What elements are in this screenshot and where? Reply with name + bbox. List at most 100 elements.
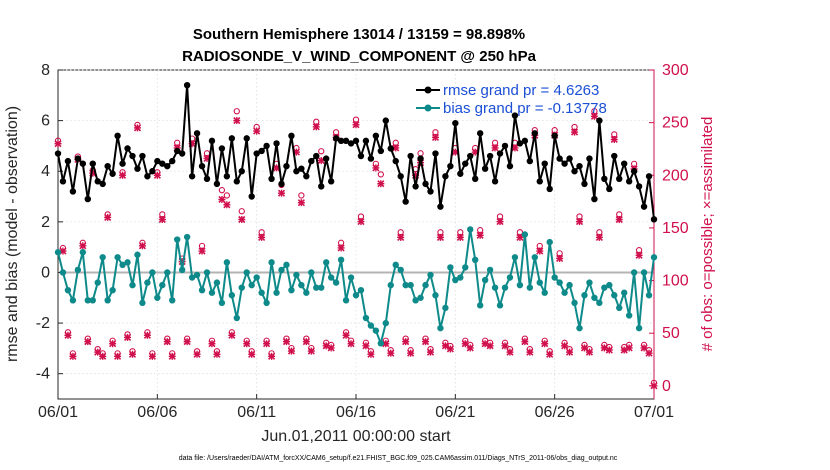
assimilated-obs-point: [143, 331, 151, 339]
rmse-point: [596, 117, 603, 124]
rmse-point: [481, 165, 489, 172]
rmse-point: [511, 112, 519, 119]
y-tick-label: 6: [41, 113, 50, 130]
rmse-point: [382, 117, 389, 124]
rmse-point: [223, 173, 231, 180]
rmse-point: [486, 152, 494, 160]
assimilated-obs-point: [615, 215, 623, 224]
bias-point: [144, 279, 151, 286]
assimilated-obs-point: [491, 144, 499, 152]
bias-point: [452, 276, 459, 284]
bias-point: [645, 292, 653, 299]
rmse-point: [144, 173, 151, 180]
rmse-point: [313, 152, 320, 160]
rmse-point: [104, 162, 111, 170]
rmse-point: [457, 170, 464, 177]
y-tick-label: -4: [36, 366, 50, 383]
rmse-point: [586, 155, 593, 162]
bias-point: [208, 289, 216, 296]
bias-point: [298, 281, 305, 289]
bias-point: [382, 319, 389, 327]
assimilated-obs-point: [446, 345, 454, 353]
rmse-point: [253, 150, 260, 157]
assimilated-obs-point: [486, 342, 494, 350]
bias-point: [640, 269, 648, 276]
assimilated-obs-point: [128, 350, 137, 358]
bias-point: [89, 297, 96, 304]
bias-point: [174, 236, 181, 243]
bias-point: [164, 269, 171, 276]
rmse-point: [193, 130, 201, 137]
rmse-point: [581, 180, 588, 188]
assimilated-obs-point: [521, 338, 529, 346]
assimilated-obs-point: [123, 333, 132, 341]
bias-point: [278, 266, 285, 274]
rmse-point: [472, 175, 479, 183]
rmse-point: [437, 203, 444, 210]
bias-point: [387, 281, 394, 289]
rmse-point: [397, 173, 404, 180]
rmse-point: [134, 165, 141, 172]
rmse-series: [54, 81, 658, 223]
assimilated-obs-point: [561, 342, 569, 350]
x-tick-label: 06/11: [237, 404, 276, 421]
rmse-point: [154, 157, 161, 165]
bias-point: [561, 289, 568, 296]
bias-point: [169, 297, 176, 304]
bias-point: [94, 279, 101, 286]
bias-point: [635, 324, 643, 332]
bias-point: [586, 279, 593, 286]
bias-point: [248, 281, 255, 289]
rmse-point: [591, 195, 598, 203]
rmse-point: [283, 162, 290, 170]
bias-point: [481, 276, 489, 284]
rmse-point: [258, 147, 265, 155]
rmse-point: [213, 180, 221, 188]
bias-point: [303, 289, 310, 296]
assimilated-obs-point: [342, 331, 350, 339]
bias-point: [407, 281, 414, 289]
legend-label-bias: bias grand pr = -0.13778: [443, 100, 607, 117]
right-y-tick-label: 200: [662, 167, 689, 184]
bias-point: [377, 340, 385, 347]
bias-point: [546, 238, 553, 246]
assimilated-obs-point: [501, 342, 509, 350]
assimilated-obs-point: [605, 346, 613, 354]
assimilated-obs-point: [566, 348, 574, 356]
bias-point: [238, 284, 245, 291]
rmse-point: [288, 132, 295, 139]
rmse-point: [79, 160, 87, 167]
rmse-point: [442, 173, 449, 180]
assimilated-obs-point: [153, 171, 161, 179]
rmse-point: [323, 155, 330, 162]
assimilated-obs-point: [650, 382, 658, 390]
assimilated-obs-point: [645, 349, 653, 357]
bias-point: [337, 256, 345, 264]
bias-point: [601, 284, 608, 291]
rmse-point: [630, 168, 638, 175]
bias-point: [447, 264, 454, 271]
rmse-point: [417, 155, 424, 162]
rmse-point: [427, 188, 434, 195]
rmse-point: [69, 188, 77, 195]
assimilated-obs-point: [421, 338, 430, 346]
bias-point: [347, 274, 355, 281]
assimilated-obs-point: [228, 331, 236, 339]
assimilated-obs-point: [99, 352, 107, 360]
y-tick-label: 0: [41, 264, 50, 281]
rmse-point: [169, 157, 176, 165]
rmse-point: [228, 135, 236, 142]
rmse-point: [521, 137, 529, 145]
rmse-point: [94, 178, 101, 185]
bias-point: [397, 266, 404, 274]
bias-point: [233, 314, 240, 322]
rmse-point: [635, 183, 643, 190]
bias-point: [198, 286, 206, 294]
rmse-point: [506, 162, 514, 170]
rmse-point: [89, 160, 96, 167]
bias-point: [332, 279, 340, 286]
bias-point: [139, 299, 146, 307]
assimilated-obs-point: [407, 349, 415, 357]
assimilated-obs-point: [168, 352, 176, 360]
rmse-point: [139, 152, 146, 160]
